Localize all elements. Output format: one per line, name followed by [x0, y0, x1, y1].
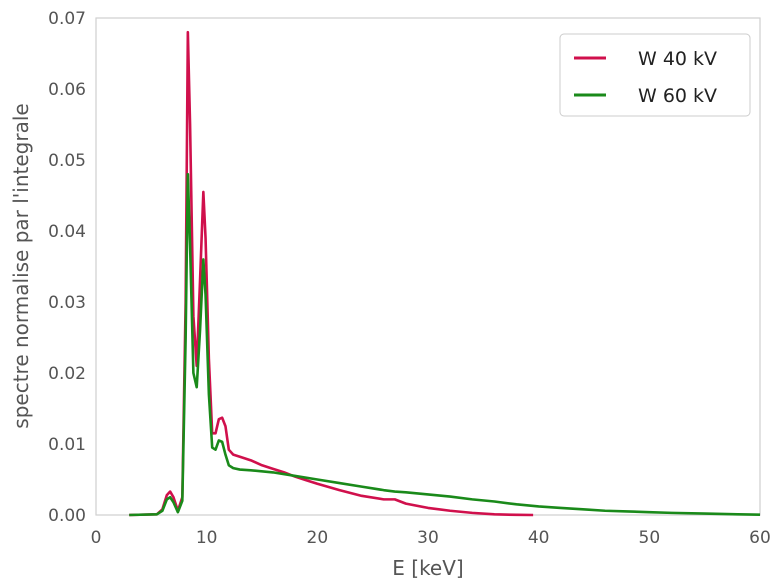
y-tick-label: 0.03	[48, 293, 86, 313]
x-tick-label: 40	[528, 528, 550, 548]
series-line-w60	[129, 172, 761, 517]
x-tick-label: 50	[639, 528, 661, 548]
y-tick-label: 0.07	[48, 9, 86, 29]
x-tick-label: 20	[307, 528, 329, 548]
legend: W 40 kV W 60 kV	[559, 33, 751, 117]
y-tick-label: 0.05	[48, 151, 86, 171]
x-axis-label: E [keV]	[392, 556, 463, 578]
x-tick-label: 60	[749, 528, 771, 548]
legend-label-w60: W 60 kV	[638, 85, 717, 107]
y-tick-label: 0.02	[48, 364, 86, 384]
series-layer	[129, 30, 761, 517]
y-axis-label: spectre normalise par l'integrale	[9, 103, 33, 428]
y-tick-label: 0.04	[48, 222, 86, 242]
x-tick-labels: 0 10 20 30 40 50 60	[91, 528, 771, 548]
y-tick-label: 0.00	[48, 506, 86, 526]
x-tick-label: 10	[196, 528, 218, 548]
y-tick-label: 0.01	[48, 435, 86, 455]
y-tick-label: 0.06	[48, 80, 86, 100]
legend-label-w40: W 40 kV	[638, 48, 717, 70]
y-tick-labels: 0.00 0.01 0.02 0.03 0.04 0.05 0.06 0.07	[48, 9, 86, 526]
x-tick-label: 0	[91, 528, 102, 548]
x-tick-label: 30	[417, 528, 439, 548]
legend-box	[559, 33, 751, 117]
